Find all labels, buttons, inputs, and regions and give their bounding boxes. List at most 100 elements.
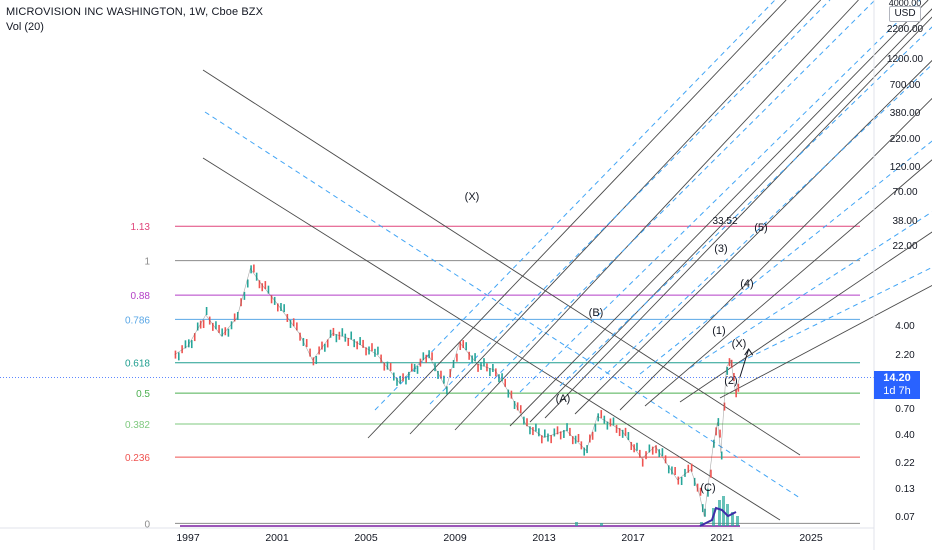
price-candle xyxy=(437,370,439,379)
price-candle xyxy=(305,339,308,348)
y-tick-label: 0.07 xyxy=(895,512,915,523)
price-candle xyxy=(402,373,404,382)
fib-level-label: 0.5 xyxy=(136,389,150,400)
price-candle xyxy=(507,389,510,398)
price-candle xyxy=(618,428,621,437)
price-candle xyxy=(495,368,497,377)
fork-median-dashed xyxy=(689,211,932,369)
price-candle xyxy=(326,339,329,348)
price-candle xyxy=(563,429,565,438)
price-candle xyxy=(196,322,199,331)
projection-arrowhead xyxy=(744,348,754,356)
wave-x2-label: (X) xyxy=(732,338,747,350)
currency-label[interactable]: USD xyxy=(889,6,921,22)
price-candle xyxy=(671,466,673,475)
price-candle xyxy=(684,468,686,477)
price-candle xyxy=(456,353,458,362)
volume-bar xyxy=(575,522,578,526)
price-candle xyxy=(489,368,491,377)
price-candle xyxy=(405,376,407,385)
wave-2-label: (2) xyxy=(724,375,737,387)
fork-line xyxy=(509,0,929,427)
price-candle xyxy=(483,358,485,367)
price-candle xyxy=(416,365,419,374)
price-candle xyxy=(586,445,588,454)
fork-median-dashed xyxy=(429,0,831,405)
price-candle xyxy=(513,401,516,410)
price-candle xyxy=(510,390,513,399)
y-tick-label: 4000.00 xyxy=(889,0,922,8)
fork-median-dashed xyxy=(739,266,932,363)
price-candle xyxy=(215,321,217,330)
price-candle xyxy=(286,313,289,322)
price-candle xyxy=(243,291,246,300)
price-candle xyxy=(193,333,196,342)
price-candle xyxy=(202,320,205,329)
volume-bar xyxy=(736,516,739,526)
wave-a-label: (A) xyxy=(556,393,571,405)
price-candle xyxy=(603,415,606,424)
price-candle xyxy=(641,458,644,467)
price-candle xyxy=(341,328,344,337)
price-candle xyxy=(332,327,335,336)
y-tick-label: 0.70 xyxy=(895,404,915,415)
y-tick-label: 120.00 xyxy=(890,162,921,173)
price-candle xyxy=(630,441,633,450)
price-candle xyxy=(459,341,462,350)
price-candle xyxy=(519,405,522,414)
chart-header: MICROVISION INC WASHINGTON, 1W, Cboe BZX… xyxy=(6,6,263,33)
fib-level-label: 1 xyxy=(144,257,150,268)
price-candle xyxy=(218,324,220,333)
price-candle xyxy=(380,354,382,363)
price-candle xyxy=(443,375,445,384)
fib-level-label: 0.88 xyxy=(131,291,151,302)
price-candle xyxy=(321,341,323,350)
price-candle xyxy=(292,318,295,327)
price-candle xyxy=(371,343,373,352)
price-candle xyxy=(624,427,627,436)
price-candle xyxy=(261,283,264,292)
price-candle xyxy=(615,424,618,433)
price-candle xyxy=(600,410,603,419)
symbol-title[interactable]: MICROVISION INC WASHINGTON, 1W, Cboe BZX xyxy=(6,6,264,18)
volume-indicator-label[interactable]: Vol (20) xyxy=(6,21,44,33)
price-candle xyxy=(707,488,709,497)
descending-channel-line xyxy=(202,157,781,521)
fib-level-label: 0.618 xyxy=(125,359,150,370)
volume-bar xyxy=(718,500,721,526)
price-candle xyxy=(377,346,379,355)
wave-c-label: (C) xyxy=(700,482,715,494)
price-candle xyxy=(184,340,187,349)
volume-bar xyxy=(731,512,734,526)
price-candle xyxy=(701,504,704,513)
price-candle xyxy=(553,428,556,437)
price-candle xyxy=(526,418,528,427)
y-tick-label: 0.40 xyxy=(895,430,915,441)
fib-level-label: 1.13 xyxy=(131,222,151,233)
price-candle xyxy=(374,348,376,357)
fib-level-label: 0.786 xyxy=(125,315,150,326)
price-candle xyxy=(687,464,690,473)
price-candle xyxy=(648,444,651,453)
descending-channel-midline xyxy=(204,111,801,499)
wave-4-label: (4) xyxy=(740,278,753,290)
descending-channel-line xyxy=(202,69,801,456)
price-candle xyxy=(399,375,401,384)
y-tick-label: 700.00 xyxy=(890,80,921,91)
price-candle xyxy=(440,370,442,379)
price-candle xyxy=(359,337,361,346)
price-candle xyxy=(188,339,190,348)
price-candle xyxy=(661,448,664,457)
target-price-label: 33.52 xyxy=(712,216,737,227)
fib-level-label: 0.382 xyxy=(125,420,150,431)
price-candle xyxy=(350,331,353,340)
price-candle xyxy=(569,427,571,436)
price-candle xyxy=(651,446,654,455)
x-tick-label: 2021 xyxy=(710,532,734,544)
price-candle xyxy=(612,417,615,426)
price-candle xyxy=(723,402,726,411)
x-tick-label: 2013 xyxy=(532,532,556,544)
